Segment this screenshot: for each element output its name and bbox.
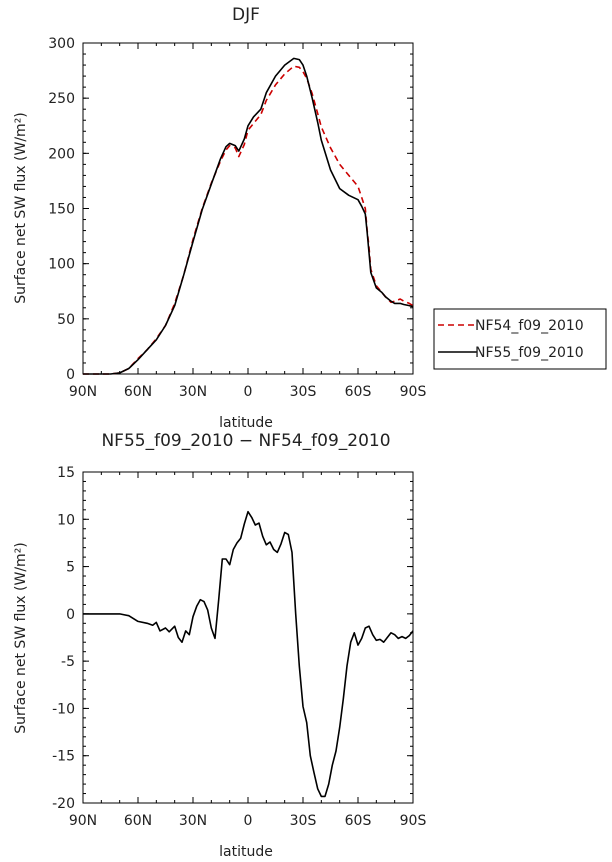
- x-tick-label: 60N: [124, 384, 152, 400]
- series-line-difference: [83, 510, 414, 798]
- x-tick-label: 30S: [290, 384, 317, 400]
- y-tick-label: -5: [61, 654, 75, 670]
- x-tick-label: 30S: [290, 813, 317, 829]
- y-tick-label: -20: [52, 796, 75, 812]
- x-tick-label: 60S: [345, 384, 372, 400]
- y-tick-label: 5: [66, 560, 75, 576]
- x-tick-label: 0: [244, 384, 253, 400]
- legend-label-nf54: NF54_f09_2010: [475, 318, 584, 334]
- chart-title-bottom: NF55_f09_2010 − NF54_f09_2010: [101, 431, 390, 451]
- x-tick-label: 60N: [124, 813, 152, 829]
- series-lines-bottom: [83, 510, 414, 798]
- x-tick-label: 60S: [345, 813, 372, 829]
- y-tick-label: 300: [48, 36, 75, 52]
- x-tick-label: 30N: [179, 384, 207, 400]
- x-tick-label: 30N: [179, 813, 207, 829]
- tick-labels-top: 90N 60N 30N 0 30S 60S 90S 0 50 100 150 200 250 300: [48, 36, 426, 400]
- legend: NF54_f09_2010 NF55_f09_2010: [433, 308, 607, 370]
- y-axis-label-top: Surface net SW flux (W/m²): [13, 112, 29, 304]
- x-tick-label: 90N: [69, 384, 97, 400]
- y-tick-label: 15: [57, 465, 75, 481]
- panel-top: DJF Surface net SW flux (W/m²) latitude …: [13, 5, 607, 431]
- y-tick-label: -15: [52, 749, 75, 765]
- y-tick-label: 200: [48, 146, 75, 162]
- y-tick-label: 0: [66, 367, 75, 383]
- x-tick-label: 90N: [69, 813, 97, 829]
- legend-label-nf55: NF55_f09_2010: [475, 345, 584, 361]
- series-lines-top: [83, 57, 414, 375]
- tick-labels-bottom: 90N 60N 30N 0 30S 60S 90S -20 -15 -10 -5 0 5 10 15: [52, 465, 426, 829]
- series-line-nf54_f09_2010: [83, 65, 414, 375]
- y-tick-label: 0: [66, 607, 75, 623]
- series-line-nf55_f09_2010: [83, 57, 414, 375]
- x-axis-label-top: latitude: [219, 415, 273, 431]
- x-tick-label: 90S: [400, 813, 427, 829]
- plot-area-top: [82, 42, 414, 375]
- y-axis-label-bottom: Surface net SW flux (W/m²): [13, 542, 29, 734]
- panel-bottom: NF55_f09_2010 − NF54_f09_2010 Surface ne…: [13, 431, 426, 860]
- x-tick-label: 90S: [400, 384, 427, 400]
- legend-box: [433, 308, 607, 370]
- x-axis-label-bottom: latitude: [219, 844, 273, 860]
- plot-area-bottom: [82, 471, 414, 804]
- y-tick-label: 100: [48, 257, 75, 273]
- y-tick-label: 10: [57, 512, 75, 528]
- x-tick-label: 0: [244, 813, 253, 829]
- chart-title-top: DJF: [232, 5, 260, 25]
- y-tick-label: 250: [48, 91, 75, 107]
- y-tick-label: 150: [48, 202, 75, 218]
- plot-frame: [82, 471, 414, 804]
- y-tick-label: -10: [52, 701, 75, 717]
- y-tick-label: 50: [57, 312, 75, 328]
